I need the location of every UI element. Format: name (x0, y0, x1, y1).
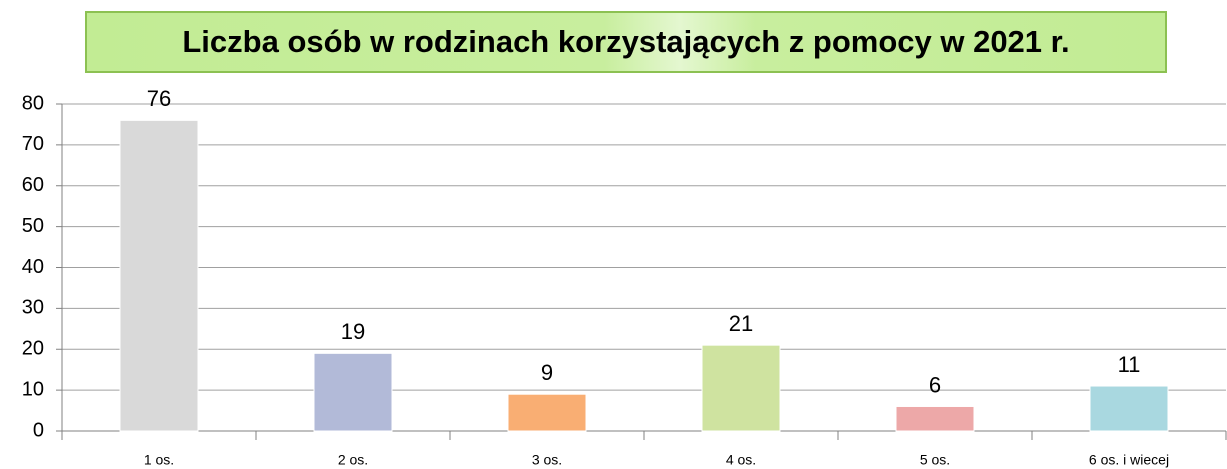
value-label: 9 (541, 360, 553, 385)
x-tick-label: 5 os. (920, 452, 950, 468)
title-box (85, 11, 1167, 73)
chart-title: Liczba osób w rodzinach korzystających z… (182, 24, 1069, 59)
value-label: 76 (147, 86, 171, 111)
x-tick-label: 4 os. (726, 452, 756, 468)
bar (1089, 385, 1169, 432)
y-tick-label: 60 (22, 174, 44, 196)
value-label: 21 (729, 311, 753, 336)
bar (701, 344, 781, 432)
x-tick-label: 1 os. (144, 452, 174, 468)
value-label: 19 (341, 319, 365, 344)
y-tick-label: 70 (22, 133, 44, 155)
y-tick-label: 0 (33, 419, 44, 441)
bar (313, 352, 393, 432)
y-tick-label: 50 (22, 215, 44, 237)
bar (507, 393, 587, 432)
value-label: 11 (1118, 352, 1141, 377)
bar (895, 405, 975, 432)
y-tick-label: 20 (22, 338, 44, 360)
y-tick-label: 30 (22, 297, 44, 319)
x-tick-label: 6 os. i wiecej (1089, 452, 1169, 468)
x-tick-label: 2 os. (338, 452, 368, 468)
bar (119, 119, 199, 432)
value-label: 6 (929, 372, 941, 397)
x-tick-label: 3 os. (532, 452, 562, 468)
y-tick-label: 40 (22, 256, 44, 278)
y-tick-label: 80 (22, 92, 44, 114)
y-tick-label: 10 (22, 378, 44, 400)
